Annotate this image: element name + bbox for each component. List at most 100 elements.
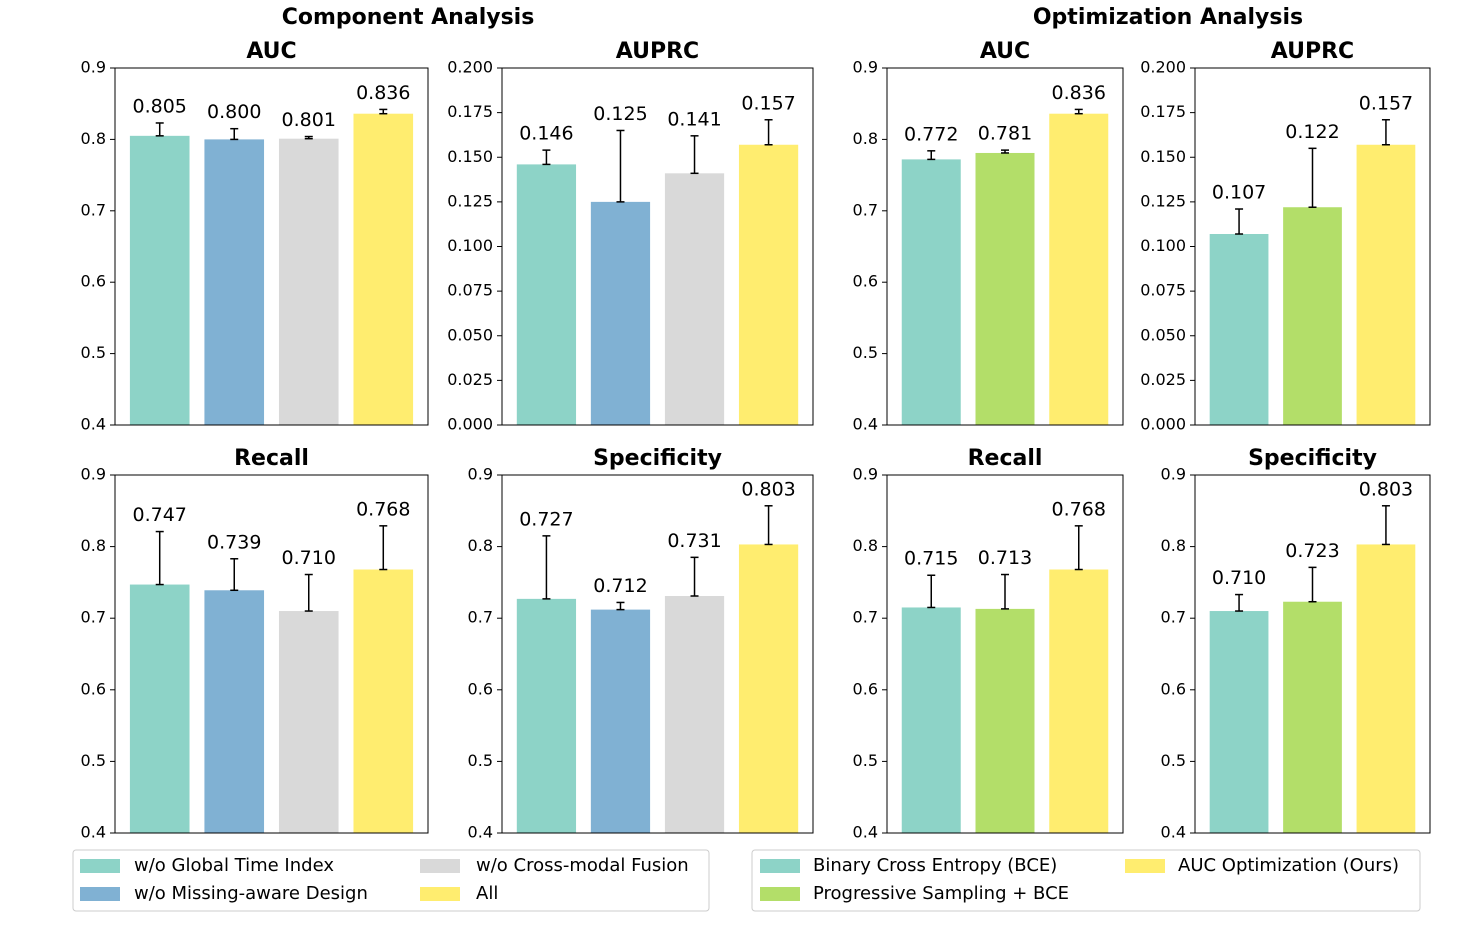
bar [1283, 601, 1342, 833]
y-tick-label: 0.7 [81, 608, 106, 627]
y-tick-label: 0.100 [1140, 236, 1186, 255]
error-bar [927, 574, 936, 609]
y-tick-label: 0.9 [81, 465, 106, 484]
legend-swatch [420, 859, 460, 873]
chart-title: AUPRC [616, 39, 699, 64]
value-label: 0.805 [133, 95, 187, 117]
y-tick-label: 0.9 [853, 58, 878, 77]
legend-label: w/o Global Time Index [134, 855, 334, 876]
legend-label: w/o Missing-aware Design [134, 883, 368, 904]
y-tick-label: 0.050 [1140, 325, 1186, 344]
y-tick-label: 0.075 [1140, 281, 1186, 300]
legend-label: Progressive Sampling + BCE [813, 883, 1069, 904]
bar [129, 584, 190, 833]
y-tick-label: 0.200 [1140, 58, 1186, 77]
legend-box [751, 849, 1421, 912]
y-tick-label: 0.8 [81, 536, 106, 555]
bar [1209, 611, 1269, 833]
error-bar [690, 135, 699, 175]
bar [901, 159, 961, 425]
error-bar [1074, 525, 1083, 571]
error-bar [155, 122, 164, 137]
bar [1049, 569, 1109, 833]
value-label: 0.781 [978, 123, 1032, 145]
bar [975, 152, 1035, 425]
bar [738, 544, 799, 833]
y-tick-label: 0.8 [468, 536, 493, 555]
y-tick-label: 0.000 [1140, 415, 1186, 434]
legend-label: Binary Cross Entropy (BCE) [813, 855, 1057, 876]
bar [516, 164, 577, 425]
value-label: 0.723 [1285, 540, 1339, 562]
error-bar [1001, 149, 1009, 154]
plot-frame [1194, 67, 1431, 426]
error-bar [542, 149, 551, 166]
error-bar [616, 129, 625, 203]
y-tick-label: 0.7 [853, 608, 878, 627]
y-tick-label: 0.5 [81, 343, 106, 362]
value-label: 0.727 [519, 508, 573, 530]
value-label: 0.800 [207, 101, 261, 123]
error-bar [379, 108, 388, 115]
chart-title: AUC [980, 39, 1030, 64]
error-bar [230, 558, 239, 592]
y-tick-label: 0.4 [853, 823, 878, 842]
y-tick-label: 0.000 [447, 415, 493, 434]
y-tick-label: 0.025 [1140, 370, 1186, 389]
bar [590, 201, 651, 425]
legend-label: All [476, 883, 498, 904]
legend-label: AUC Optimization (Ours) [1178, 855, 1399, 876]
y-tick-label: 0.175 [1140, 102, 1186, 121]
bar [1049, 113, 1109, 426]
y-tick-label: 0.9 [853, 465, 878, 484]
bar [278, 138, 339, 425]
value-label: 0.157 [1359, 92, 1413, 114]
y-tick-label: 0.150 [447, 147, 493, 166]
y-tick-label: 0.9 [1161, 465, 1186, 484]
bar [901, 607, 961, 833]
y-tick-label: 0.6 [81, 679, 106, 698]
error-bar [616, 601, 625, 611]
value-label: 0.713 [978, 547, 1032, 569]
plot-frame [501, 474, 814, 834]
legend-swatch [80, 887, 120, 901]
value-label: 0.836 [1052, 82, 1106, 104]
bar [353, 569, 414, 833]
error-bar [230, 127, 239, 141]
error-bar [764, 505, 773, 546]
y-tick-label: 0.9 [468, 465, 493, 484]
group-title: Optimization Analysis [1033, 5, 1303, 30]
value-label: 0.122 [1285, 121, 1339, 143]
plot-frame [114, 474, 429, 834]
y-tick-label: 0.6 [1161, 679, 1186, 698]
legend-swatch [760, 859, 800, 873]
error-bar [1074, 108, 1083, 115]
error-bar [542, 535, 551, 600]
y-tick-label: 0.150 [1140, 147, 1186, 166]
value-label: 0.803 [1359, 478, 1413, 500]
bar [1283, 207, 1342, 425]
y-tick-label: 0.4 [1161, 823, 1186, 842]
group-title: Component Analysis [282, 5, 535, 30]
value-label: 0.712 [593, 575, 647, 597]
error-bar [379, 525, 388, 571]
bar [204, 139, 265, 425]
error-bar [1235, 593, 1244, 612]
y-tick-label: 0.8 [853, 129, 878, 148]
bar [353, 113, 414, 426]
legend-box [72, 849, 710, 912]
y-tick-label: 0.4 [81, 415, 106, 434]
y-tick-label: 0.7 [853, 200, 878, 219]
y-tick-label: 0.5 [468, 751, 493, 770]
bar [590, 609, 651, 833]
error-bar [155, 530, 164, 586]
value-label: 0.731 [667, 530, 721, 552]
y-tick-label: 0.075 [447, 281, 493, 300]
legend-swatch [760, 887, 800, 901]
bar [278, 611, 339, 833]
error-bar [927, 150, 936, 161]
error-bar [1381, 505, 1390, 546]
y-tick-label: 0.8 [1161, 536, 1186, 555]
bar [1356, 544, 1416, 833]
